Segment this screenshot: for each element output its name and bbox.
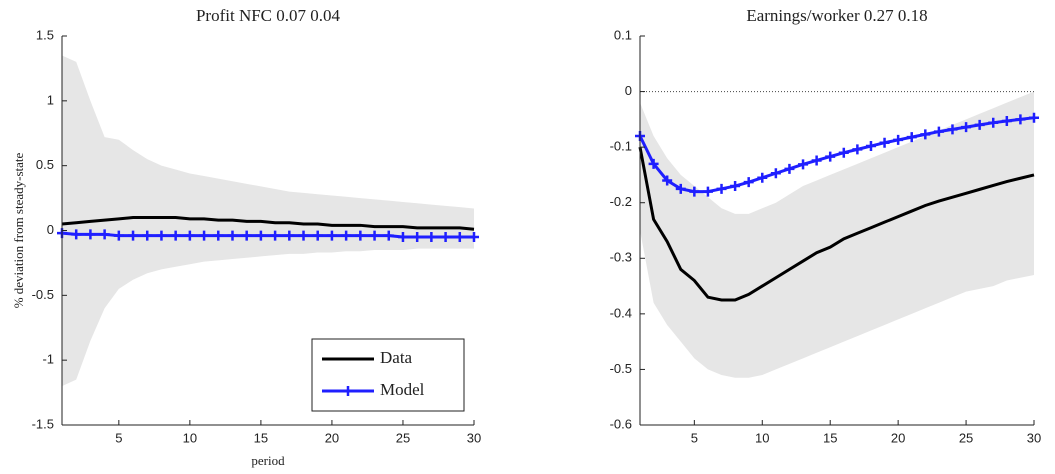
point-marker xyxy=(920,129,931,140)
legend-marker xyxy=(343,386,353,396)
x-tick-label: 15 xyxy=(254,430,268,445)
point-marker xyxy=(241,230,252,241)
point-marker xyxy=(702,186,713,197)
point-marker xyxy=(689,186,700,197)
x-tick-label: 5 xyxy=(115,430,122,445)
y-axis-label: % deviation from steady-state xyxy=(11,152,26,308)
x-tick-label: 5 xyxy=(691,430,698,445)
point-marker xyxy=(426,231,437,242)
point-marker xyxy=(730,181,741,192)
chart-title: Earnings/worker 0.27 0.18 xyxy=(746,6,927,25)
point-marker xyxy=(879,137,890,148)
point-marker xyxy=(85,229,96,240)
point-marker xyxy=(99,229,110,240)
y-tick-label: -0.5 xyxy=(610,361,632,376)
point-marker xyxy=(811,155,822,166)
point-marker xyxy=(199,230,210,241)
point-marker xyxy=(326,230,337,241)
point-marker xyxy=(213,230,224,241)
x-tick-label: 25 xyxy=(959,430,973,445)
y-tick-label: -1.5 xyxy=(32,416,54,431)
y-tick-label: -0.3 xyxy=(610,250,632,265)
confidence-band xyxy=(640,91,1034,378)
point-marker xyxy=(369,230,380,241)
y-tick-label: -0.6 xyxy=(610,416,632,431)
point-marker xyxy=(961,122,972,133)
point-marker xyxy=(743,177,754,188)
legend-label: Model xyxy=(380,380,425,399)
point-marker xyxy=(270,230,281,241)
point-marker xyxy=(648,158,659,169)
point-marker xyxy=(128,230,139,241)
point-marker xyxy=(341,230,352,241)
point-marker xyxy=(852,144,863,155)
x-tick-label: 10 xyxy=(183,430,197,445)
y-tick-label: -0.1 xyxy=(610,139,632,154)
point-marker xyxy=(412,231,423,242)
x-tick-label: 20 xyxy=(325,430,339,445)
x-tick-label: 20 xyxy=(891,430,905,445)
point-marker xyxy=(784,163,795,174)
point-marker xyxy=(825,151,836,162)
point-marker xyxy=(988,117,999,128)
y-tick-label: 0.1 xyxy=(614,27,632,42)
point-marker xyxy=(947,124,958,135)
point-marker xyxy=(675,183,686,194)
y-tick-label: 1 xyxy=(47,92,54,107)
point-marker xyxy=(1029,112,1039,123)
chart-title: Profit NFC 0.07 0.04 xyxy=(196,6,341,25)
point-marker xyxy=(255,230,266,241)
point-marker xyxy=(798,159,809,170)
point-marker xyxy=(893,134,904,145)
point-marker xyxy=(716,183,727,194)
y-tick-label: -0.4 xyxy=(610,305,632,320)
point-marker xyxy=(170,230,181,241)
point-marker xyxy=(113,230,124,241)
point-marker xyxy=(662,175,673,186)
y-tick-label: 0.5 xyxy=(36,157,54,172)
point-marker xyxy=(757,172,768,183)
point-marker xyxy=(770,168,781,179)
x-axis-label: period xyxy=(251,453,285,468)
point-marker xyxy=(1001,116,1012,127)
point-marker xyxy=(156,230,167,241)
point-marker xyxy=(974,119,985,130)
legend-label: Data xyxy=(380,348,413,367)
point-marker xyxy=(142,230,153,241)
y-tick-label: -0.2 xyxy=(610,194,632,209)
x-tick-label: 30 xyxy=(467,430,481,445)
chart: -1.5 -1 -0.5 0 0.5 1 1.5 5 10 15 20 25 30 Profit NFC … xyxy=(11,6,481,468)
point-marker xyxy=(469,231,479,242)
y-tick-label: 0 xyxy=(625,83,632,98)
point-marker xyxy=(312,230,323,241)
point-marker xyxy=(454,231,465,242)
point-marker xyxy=(933,126,944,137)
series-line xyxy=(638,146,1035,302)
y-tick-label: 1.5 xyxy=(36,27,54,42)
point-marker xyxy=(383,230,394,241)
x-tick-label: 25 xyxy=(396,430,410,445)
point-marker xyxy=(440,231,451,242)
chart: -0.6 -0.5 -0.4 -0.3 -0.2 -0.1 0 0.1 5 10 15 20 25 30 E… xyxy=(610,6,1042,446)
x-tick-label: 30 xyxy=(1027,430,1041,445)
y-tick-label: 0 xyxy=(47,222,54,237)
y-tick-label: -1 xyxy=(42,352,54,367)
point-marker xyxy=(1015,114,1026,125)
point-marker xyxy=(227,230,238,241)
y-tick-label: -0.5 xyxy=(32,287,54,302)
point-marker xyxy=(906,132,917,143)
point-marker xyxy=(355,230,366,241)
point-marker xyxy=(71,229,82,240)
x-tick-label: 10 xyxy=(755,430,769,445)
series-line xyxy=(61,216,475,231)
x-tick-label: 15 xyxy=(823,430,837,445)
point-marker xyxy=(397,231,408,242)
point-marker xyxy=(865,141,876,152)
legend-box xyxy=(311,338,465,412)
point-marker xyxy=(184,230,195,241)
point-marker xyxy=(284,230,295,241)
point-marker xyxy=(298,230,309,241)
point-marker xyxy=(838,147,849,158)
